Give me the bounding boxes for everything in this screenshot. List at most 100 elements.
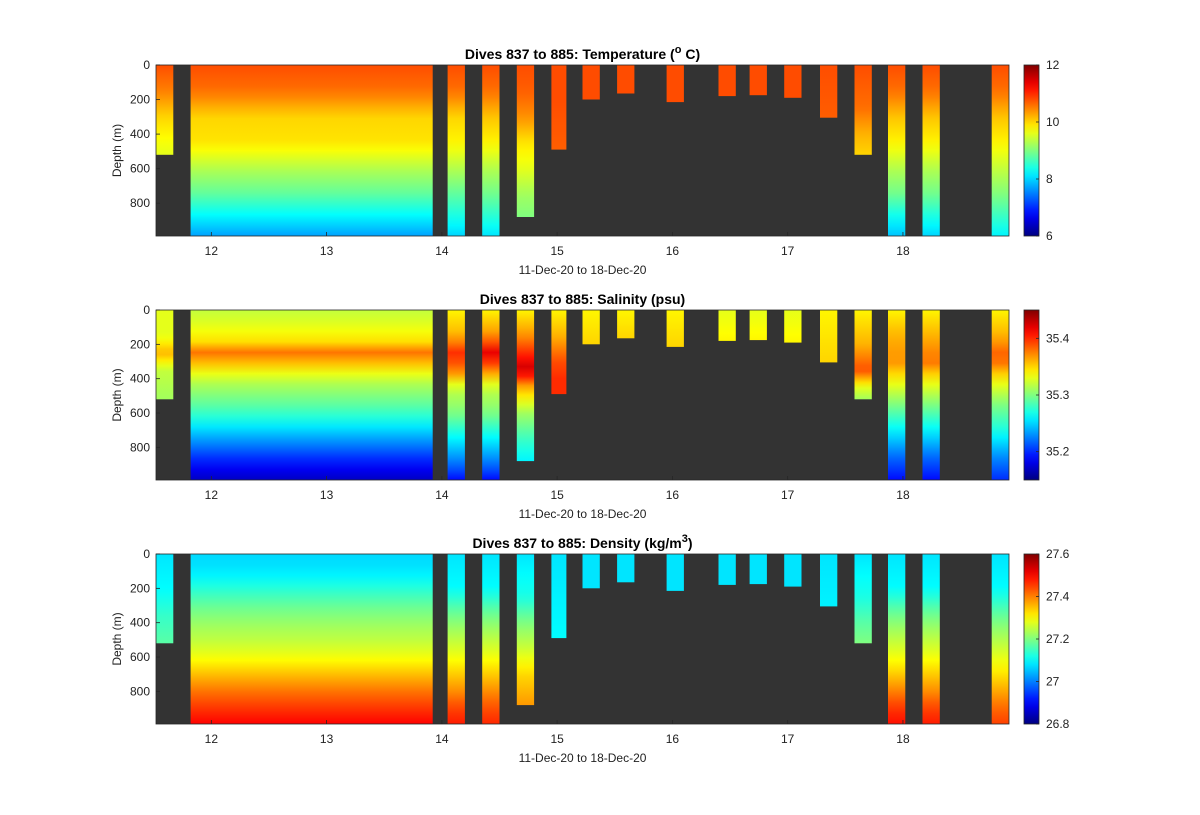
colorbar-tick-label: 6	[1046, 229, 1053, 243]
chart-panel-3: 12 13 14 15 16 17 18 0 200 400 600 800 Dives 837 to …	[110, 533, 1070, 765]
x-tick-label: 14	[435, 732, 449, 746]
dive-profile-column	[749, 65, 767, 96]
colorbar-tick-label: 27	[1046, 675, 1060, 689]
x-tick-label: 17	[781, 488, 795, 502]
y-axis-label: Depth (m)	[110, 368, 124, 421]
dive-profile-column	[854, 554, 872, 644]
x-tick-label: 13	[320, 488, 334, 502]
x-tick-label: 12	[205, 488, 219, 502]
y-tick-label: 0	[143, 303, 150, 317]
colorbar: 35.2 35.3 35.4	[1023, 309, 1070, 481]
dive-profile-column	[617, 310, 635, 339]
dive-profile-column	[820, 65, 838, 118]
y-tick-label: 200	[130, 93, 150, 107]
y-tick-label: 400	[130, 127, 150, 141]
colorbar-tick-label: 27.2	[1046, 632, 1070, 646]
dive-profile-column	[749, 310, 767, 341]
y-tick-label: 0	[143, 58, 150, 72]
x-tick-label: 15	[550, 488, 564, 502]
dive-profile-column	[551, 554, 567, 639]
colorbar-tick-label: 27.6	[1046, 547, 1070, 561]
dive-profile-column	[617, 65, 635, 94]
dive-profile-column	[820, 310, 838, 363]
dive-profile-column	[888, 554, 906, 724]
dive-profile-column	[991, 65, 1009, 236]
dive-profile-column	[784, 65, 802, 98]
y-axis-label: Depth (m)	[110, 612, 124, 665]
x-tick-label: 14	[435, 488, 449, 502]
x-axis-label: 11-Dec-20 to 18-Dec-20	[519, 263, 647, 277]
dive-profile-column	[922, 554, 940, 724]
dive-profile-column	[666, 310, 684, 347]
dive-profile-column	[482, 65, 500, 236]
dive-profile-column	[888, 310, 906, 480]
x-axis-label: 11-Dec-20 to 18-Dec-20	[519, 751, 647, 765]
x-tick-label: 14	[435, 244, 449, 258]
dive-profile-column	[156, 65, 174, 155]
dive-profile-column	[190, 65, 433, 236]
axes-frame	[155, 309, 1010, 481]
dive-profile-column	[718, 554, 736, 585]
colorbar-tick-label: 10	[1046, 115, 1060, 129]
dive-profile-column	[749, 554, 767, 585]
chart-title: Dives 837 to 885: Temperature (o C)	[465, 44, 700, 62]
dive-profile-column	[447, 310, 465, 480]
colorbar-tick-label: 12	[1046, 58, 1060, 72]
y-tick-label: 800	[130, 440, 150, 454]
dive-profile-column	[190, 554, 433, 724]
x-tick-label: 17	[781, 244, 795, 258]
dive-profile-column	[888, 65, 906, 236]
dive-profile-column	[922, 310, 940, 480]
colorbar-tick-label: 8	[1046, 172, 1053, 186]
dive-profile-column	[516, 310, 535, 462]
dive-profile-column	[991, 554, 1009, 724]
chart-panel-1: 12 13 14 15 16 17 18 0 200 400 600 800 Dives 837 to …	[110, 44, 1060, 277]
x-tick-label: 16	[666, 244, 680, 258]
dive-profile-column	[156, 554, 174, 644]
y-tick-label: 600	[130, 650, 150, 664]
colorbar-tick-label: 35.2	[1046, 445, 1070, 459]
dive-profile-column	[447, 65, 465, 236]
dive-profile-column	[156, 310, 174, 400]
y-tick-label: 600	[130, 406, 150, 420]
y-tick-label: 400	[130, 616, 150, 630]
dive-profile-column	[551, 310, 567, 395]
x-tick-label: 13	[320, 244, 334, 258]
y-tick-label: 800	[130, 196, 150, 210]
x-tick-label: 18	[896, 244, 910, 258]
dive-profile-column	[922, 65, 940, 236]
dive-profile-column	[482, 554, 500, 724]
chart-title: Dives 837 to 885: Salinity (psu)	[480, 291, 685, 307]
x-tick-label: 12	[205, 244, 219, 258]
x-axis-label: 11-Dec-20 to 18-Dec-20	[519, 507, 647, 521]
x-tick-label: 15	[550, 244, 564, 258]
x-tick-label: 13	[320, 732, 334, 746]
y-tick-label: 800	[130, 684, 150, 698]
dive-profile-column	[551, 65, 567, 150]
colorbar-tick-label: 35.4	[1046, 331, 1070, 345]
dive-profile-column	[784, 310, 802, 343]
dive-profile-column	[582, 310, 600, 345]
chart-title: Dives 837 to 885: Density (kg/m3)	[472, 533, 692, 551]
x-tick-label: 17	[781, 732, 795, 746]
dive-profile-column	[991, 310, 1009, 480]
dive-profile-column	[516, 554, 535, 706]
chart-panel-2: 12 13 14 15 16 17 18 0 200 400 600 800 Dives 837 to …	[110, 291, 1070, 521]
y-axis-label: Depth (m)	[110, 124, 124, 177]
x-tick-label: 18	[896, 488, 910, 502]
x-tick-label: 16	[666, 732, 680, 746]
dive-profile-column	[784, 554, 802, 587]
x-tick-label: 12	[205, 732, 219, 746]
dive-profile-column	[666, 554, 684, 591]
colorbar: 6 8 10 12	[1023, 58, 1060, 243]
y-tick-label: 200	[130, 581, 150, 595]
y-tick-label: 0	[143, 547, 150, 561]
axes-frame	[155, 553, 1010, 725]
axes-frame	[155, 64, 1010, 237]
y-tick-label: 400	[130, 372, 150, 386]
x-tick-label: 15	[550, 732, 564, 746]
dive-profile-column	[582, 65, 600, 100]
dive-profile-column	[190, 310, 433, 480]
dive-profile-column	[582, 554, 600, 589]
